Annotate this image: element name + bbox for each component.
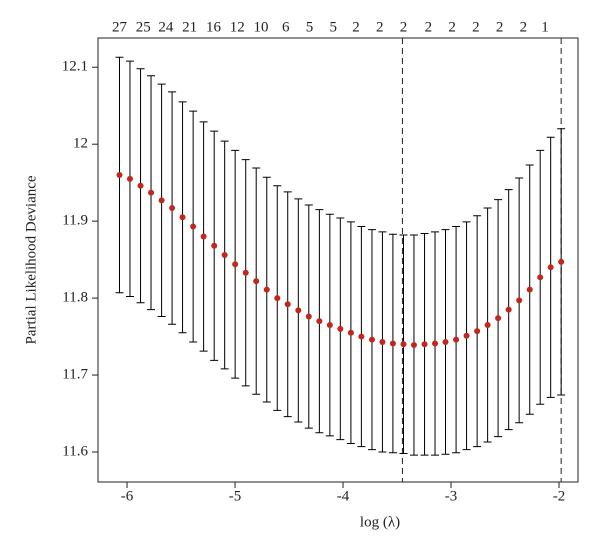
point xyxy=(505,306,512,313)
top-label: 12 xyxy=(230,19,245,35)
top-label: 27 xyxy=(112,19,128,35)
top-label: 2 xyxy=(425,19,433,35)
point xyxy=(316,318,323,325)
point xyxy=(410,342,417,349)
point xyxy=(284,301,291,308)
top-label: 2 xyxy=(472,19,480,35)
x-tick-label: -6 xyxy=(121,488,134,504)
x-axis-label: log (λ) xyxy=(360,514,400,530)
point xyxy=(463,332,470,339)
plot-frame xyxy=(97,37,579,483)
top-label: 25 xyxy=(136,19,151,35)
point xyxy=(253,278,260,285)
point xyxy=(242,269,249,276)
point xyxy=(169,205,176,212)
point xyxy=(495,315,502,322)
point xyxy=(295,307,302,314)
y-tick-label: 11.8 xyxy=(62,290,88,306)
top-label: 2 xyxy=(496,19,504,35)
top-label: 10 xyxy=(253,19,268,35)
y-tick-label: 11.9 xyxy=(62,213,88,229)
point xyxy=(232,261,239,268)
y-tick-label: 11.6 xyxy=(62,443,88,459)
point xyxy=(379,338,386,345)
top-label: 16 xyxy=(206,19,222,35)
point xyxy=(221,251,228,258)
point xyxy=(337,325,344,332)
point xyxy=(148,189,155,196)
y-tick-label: 12 xyxy=(73,136,88,152)
point xyxy=(116,171,123,178)
top-label: 6 xyxy=(282,19,290,35)
top-label: 5 xyxy=(306,19,314,35)
point xyxy=(474,328,481,335)
x-tick-label: -4 xyxy=(337,488,350,504)
point xyxy=(368,336,375,343)
top-label: 2 xyxy=(352,19,360,35)
top-label: 2 xyxy=(400,19,408,35)
x-tick-label: -3 xyxy=(445,488,458,504)
point xyxy=(347,329,354,336)
point xyxy=(547,264,554,271)
point xyxy=(442,338,449,345)
point xyxy=(558,258,565,265)
top-label: 21 xyxy=(182,19,197,35)
point xyxy=(484,322,491,329)
point xyxy=(526,286,533,293)
point xyxy=(389,340,396,347)
point xyxy=(158,197,165,204)
y-tick-label: 11.7 xyxy=(62,366,88,382)
point xyxy=(400,341,407,348)
top-label: 2 xyxy=(520,19,528,35)
point xyxy=(263,286,270,293)
x-tick-label: -5 xyxy=(229,488,242,504)
point xyxy=(326,322,333,329)
point xyxy=(358,333,365,340)
point xyxy=(190,223,197,230)
top-label: 24 xyxy=(158,19,174,35)
x-tick-label: -2 xyxy=(553,488,566,504)
top-label: 2 xyxy=(448,19,456,35)
point xyxy=(305,313,312,320)
top-label: 1 xyxy=(541,19,549,35)
point xyxy=(274,295,281,302)
point xyxy=(537,274,544,281)
y-tick-label: 12.1 xyxy=(62,59,88,75)
y-axis-label: Partial Likelihood Deviance xyxy=(23,175,39,344)
point xyxy=(421,341,428,348)
top-label: 5 xyxy=(330,19,338,35)
point xyxy=(211,242,218,249)
point xyxy=(453,336,460,343)
point xyxy=(179,214,186,221)
point xyxy=(432,340,439,347)
point xyxy=(516,297,523,304)
point xyxy=(200,233,207,240)
top-label: 2 xyxy=(376,19,384,35)
point xyxy=(137,182,144,189)
point xyxy=(126,175,133,182)
